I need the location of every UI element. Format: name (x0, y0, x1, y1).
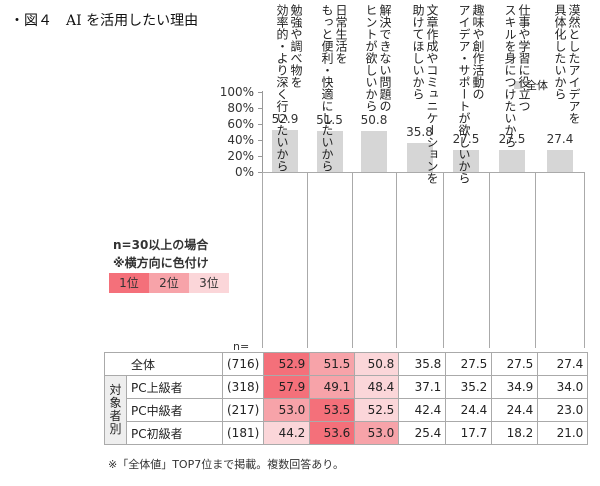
category-label: 勉強や調べ物を 効率的・より深く行いたいから (275, 4, 303, 172)
sample-size: (217) (221, 398, 265, 422)
bar (272, 129, 298, 172)
value-cell: 34.0 (537, 375, 589, 399)
y-tick-label: 40% (227, 133, 254, 147)
column-divider (307, 172, 308, 348)
value-cell: 44.2 (263, 421, 311, 445)
bar (361, 131, 387, 172)
y-tick (258, 92, 262, 93)
row-label: PC上級者 (126, 375, 223, 399)
table-row: PC中級者 (217) 53.0 53.5 52.5 42.4 24.4 24.4 23.0 (105, 398, 589, 422)
y-tick (258, 124, 262, 125)
bar (499, 150, 525, 172)
row-label: PC中級者 (126, 398, 223, 422)
bar (547, 150, 573, 172)
value-cell: 53.0 (354, 421, 400, 445)
row-label: 全体 (104, 352, 223, 376)
sample-size: (716) (221, 352, 265, 376)
value-cell: 53.6 (309, 421, 356, 445)
y-tick (258, 140, 262, 141)
value-cell: 24.4 (491, 398, 539, 422)
value-cell: 27.5 (445, 352, 493, 376)
sample-size: (181) (221, 421, 265, 445)
y-tick-label: 20% (227, 149, 254, 163)
category-label: 漠然としたアイデアを 具体化したいから (553, 4, 581, 124)
bar (453, 150, 479, 172)
legend-label: 全体 (526, 79, 548, 92)
value-cell: 35.8 (398, 352, 447, 376)
column-divider (396, 172, 397, 348)
value-cell: 21.0 (537, 421, 589, 445)
value-cell: 51.5 (309, 352, 356, 376)
bar-value-label: 35.8 (406, 125, 433, 140)
legend-swatch (514, 81, 522, 89)
value-cell: 48.4 (354, 375, 400, 399)
value-cell: 24.4 (445, 398, 493, 422)
table-row: 全体 (716) 52.9 51.5 50.8 35.8 27.5 27.5 27.4 (104, 352, 589, 376)
category-label: 趣味や創作活動の アイデア・サポートが欲しいから (457, 4, 485, 184)
column-divider (489, 172, 490, 348)
y-tick (258, 156, 262, 157)
y-tick-label: 0% (234, 165, 254, 179)
value-cell: 52.9 (263, 352, 311, 376)
y-tick-label: 80% (227, 101, 254, 115)
y-tick (258, 108, 262, 109)
figure-title: ・図４ AI を活用したい理由 (10, 13, 199, 29)
value-cell: 27.4 (537, 352, 589, 376)
sample-size: (318) (221, 375, 265, 399)
y-tick (258, 172, 262, 173)
table-row: PC初級者 (181) 44.2 53.6 53.0 25.4 17.7 18.2 21.0 (105, 421, 589, 445)
rank3-swatch: 3位 (189, 273, 229, 293)
bar-value-label: 50.8 (360, 113, 388, 128)
column-divider (535, 172, 536, 348)
column-divider (352, 172, 353, 348)
value-cell: 35.2 (445, 375, 493, 399)
bar-value-label: 27.4 (546, 132, 574, 147)
footnote: ※「全体値」TOP7位まで掲載。複数回答あり。 (108, 458, 345, 471)
data-table: 全体 (716) 52.9 51.5 50.8 35.8 27.5 27.5 27.4 対 象 者… (104, 352, 589, 445)
value-cell: 25.4 (398, 421, 447, 445)
bar-value-label: 27.5 (498, 132, 526, 146)
rank1-swatch: 1位 (109, 273, 149, 293)
n-label: n= (233, 340, 250, 353)
bar (406, 143, 433, 172)
value-cell: 42.4 (398, 398, 447, 422)
value-cell: 57.9 (263, 375, 311, 399)
category-label: 日常生活を もっと便利・快適にしたいから (320, 4, 348, 172)
bar (316, 130, 343, 172)
category-label: 仕事や学習に役立つ スキルを身につけたいから (503, 4, 531, 148)
row-label: PC初級者 (126, 421, 223, 445)
value-cell: 52.5 (354, 398, 400, 422)
y-axis-line (262, 91, 263, 173)
value-cell: 17.7 (445, 421, 493, 445)
value-cell: 49.1 (309, 375, 356, 399)
rank2-swatch: 2位 (149, 273, 189, 293)
note-coloring: ※横方向に色付け (113, 256, 209, 270)
value-cell: 18.2 (491, 421, 539, 445)
y-tick-label: 60% (227, 117, 254, 131)
category-label-area (262, 172, 585, 348)
value-cell: 37.1 (398, 375, 447, 399)
category-label: 文章作成やコミュニケーションを 助けてほしいから (411, 4, 439, 184)
category-label: 解決できない問題の ヒントが欲しいから (364, 4, 392, 112)
bar-value-label: 51.5 (316, 112, 343, 127)
bar-value-label: 27.5 (452, 132, 480, 146)
group-label: 対 象 者 別 (104, 375, 127, 445)
value-cell: 50.8 (354, 352, 400, 376)
value-cell: 53.0 (263, 398, 311, 422)
column-divider (443, 172, 444, 348)
note-condition: n=30以上の場合 (113, 238, 209, 252)
table-row: 対 象 者 別 PC上級者 (318) 57.9 49.1 48.4 37.1 35.2 34.… (104, 375, 589, 445)
y-tick-label: 100% (219, 85, 254, 99)
bar-value-label: 52.9 (271, 111, 299, 126)
value-cell: 34.9 (491, 375, 539, 399)
chart-legend: 全体 (514, 77, 548, 93)
value-cell: 53.5 (309, 398, 356, 422)
value-cell: 23.0 (537, 398, 589, 422)
value-cell: 27.5 (491, 352, 539, 376)
